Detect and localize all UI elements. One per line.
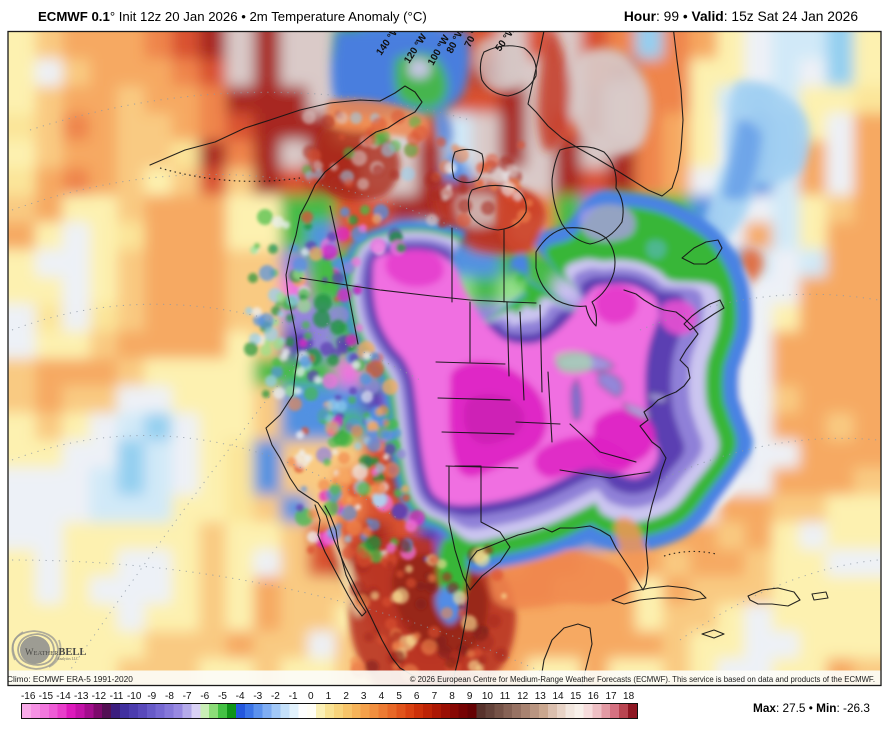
svg-text:WEATHERBELL: WEATHERBELL (25, 647, 86, 658)
svg-text:Analytics LLC: Analytics LLC (57, 657, 79, 661)
